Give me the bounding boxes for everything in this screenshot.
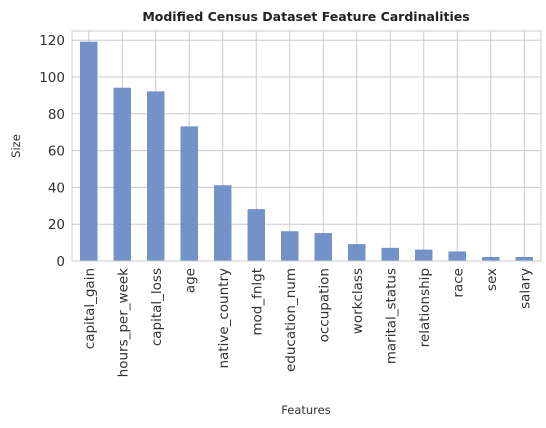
x-tick-label: hours_per_week xyxy=(115,268,131,378)
y-tick-label: 60 xyxy=(48,144,65,160)
bar-workclass xyxy=(348,244,366,262)
y-tick-label: 0 xyxy=(56,254,65,270)
bar-age xyxy=(180,126,198,262)
x-tick-label: age xyxy=(182,268,198,293)
bar-salary xyxy=(515,257,533,262)
grid-lines xyxy=(72,31,541,262)
bar-education-num xyxy=(281,231,299,262)
bar-capital-loss xyxy=(147,91,165,262)
bar-sex xyxy=(482,257,500,262)
y-tick-label: 120 xyxy=(39,33,65,49)
x-tick-label: salary xyxy=(517,268,533,309)
x-tick-label: relationship xyxy=(417,268,433,347)
bar-capital-gain xyxy=(80,41,98,262)
bar-mod-fnlgt xyxy=(247,209,265,262)
y-tick-label: 20 xyxy=(48,217,65,233)
x-tick-label: sex xyxy=(484,268,500,291)
x-tick-label: capital_loss xyxy=(149,268,165,346)
y-axis-label: Size xyxy=(9,134,23,158)
x-tick-labels: capital_gain hours_per_week capital_loss ag… xyxy=(82,268,534,378)
x-tick-label: marital_status xyxy=(383,268,399,364)
bar-native-country xyxy=(214,185,232,262)
bar-marital-status xyxy=(381,247,399,262)
x-tick-label: mod_fnlgt xyxy=(249,268,265,336)
bar-hours-per-week xyxy=(113,87,131,262)
x-tick-label: occupation xyxy=(316,268,332,342)
y-tick-label: 80 xyxy=(48,107,65,123)
x-tick-label: capital_gain xyxy=(82,268,98,349)
x-tick-label: race xyxy=(450,268,466,298)
bars xyxy=(80,41,533,262)
x-axis-label: Features xyxy=(281,403,330,417)
chart-title: Modified Census Dataset Feature Cardinal… xyxy=(142,9,469,24)
y-tick-label: 100 xyxy=(39,70,65,86)
bar-race xyxy=(448,251,466,262)
plot-background xyxy=(72,31,541,261)
y-tick-labels: 0 20 40 60 80 100 120 xyxy=(39,33,65,270)
x-tick-label: native_country xyxy=(216,268,232,369)
x-tick-label: education_num xyxy=(283,268,299,372)
bar-occupation xyxy=(314,233,332,262)
plot-frame xyxy=(71,30,542,262)
y-tick-label: 40 xyxy=(48,180,65,196)
bar-relationship xyxy=(415,249,433,262)
x-tick-label: workclass xyxy=(350,268,366,334)
